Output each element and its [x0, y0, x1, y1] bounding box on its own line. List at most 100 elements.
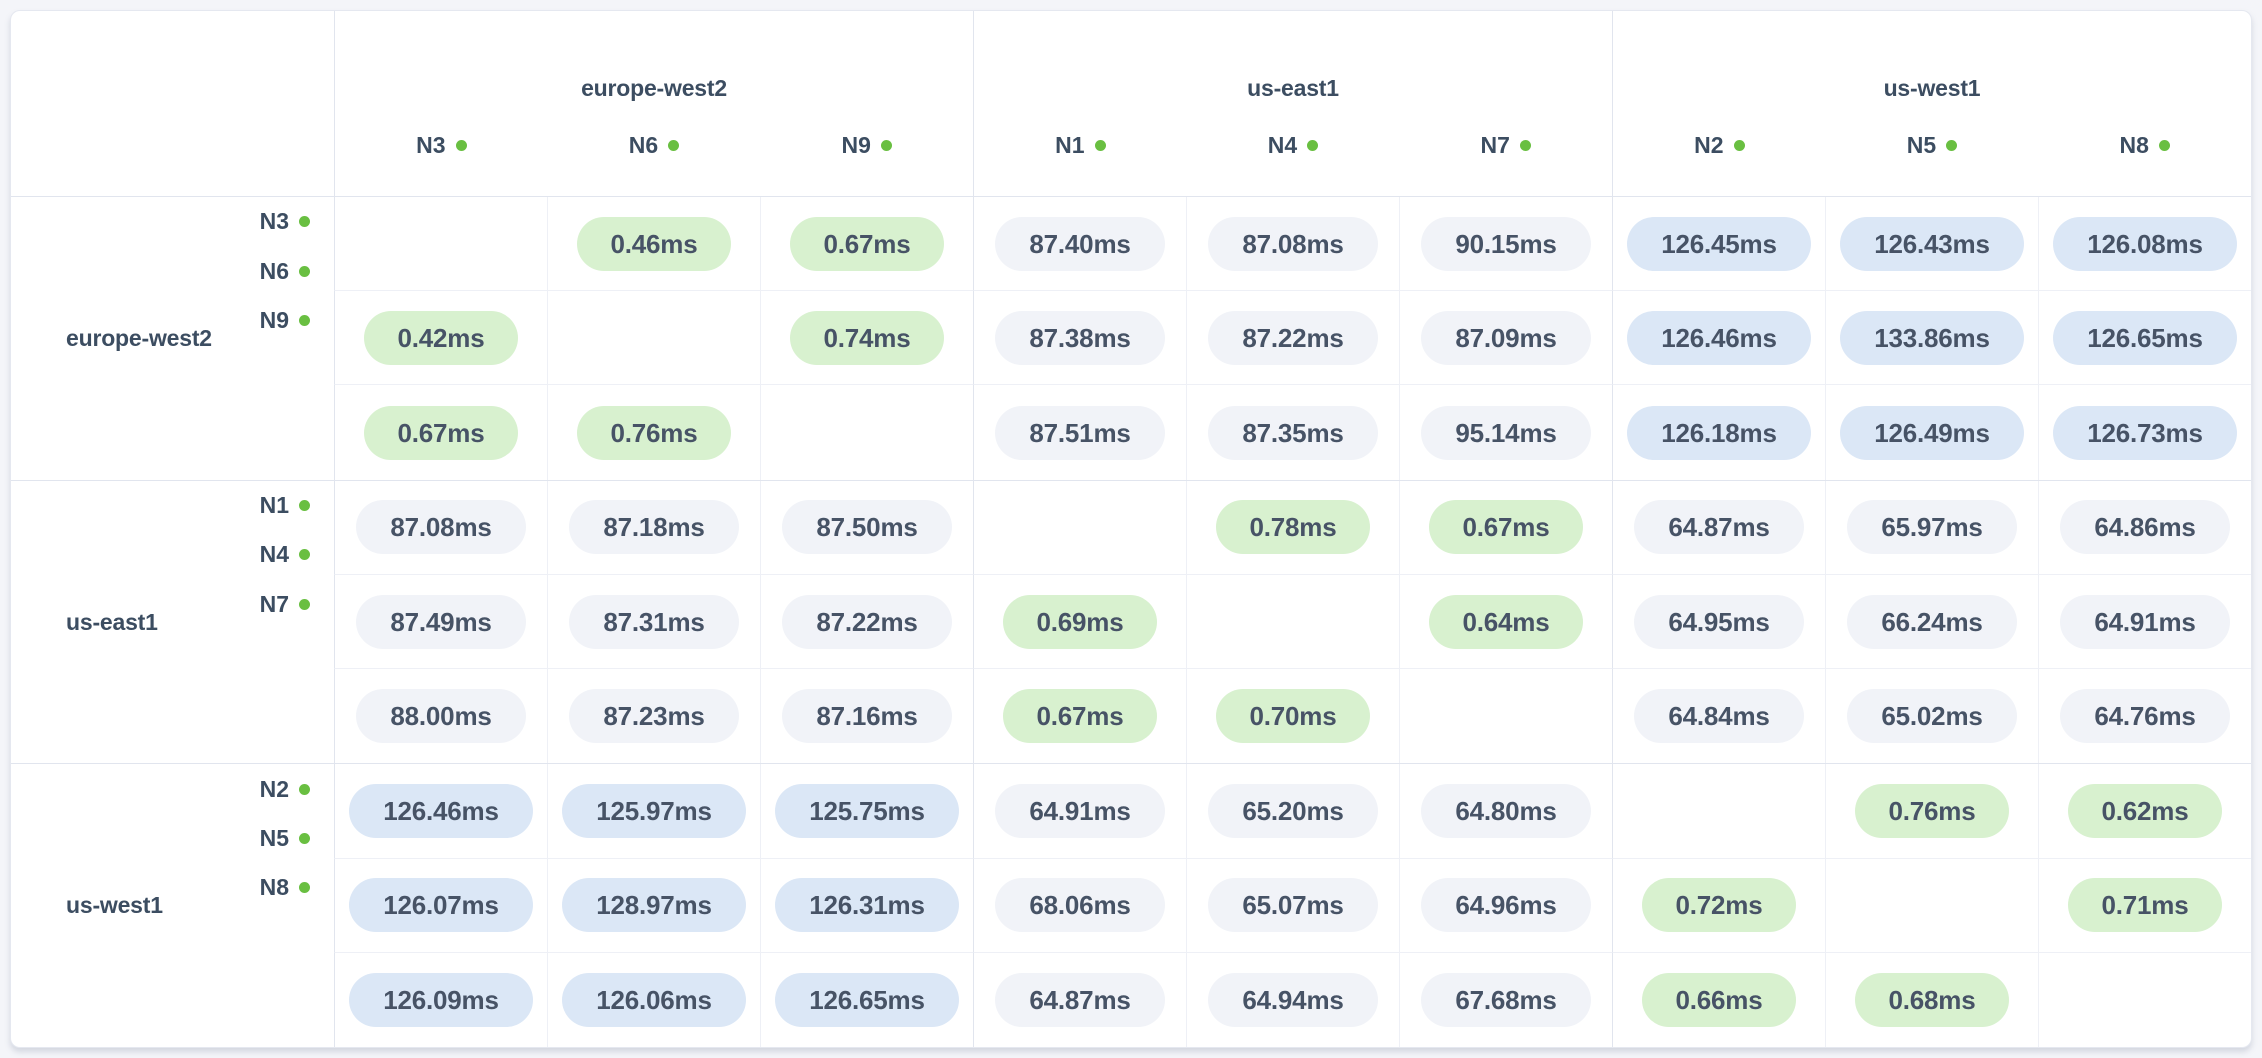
node-row-label-N4[interactable]: N4	[260, 530, 334, 579]
latency-pill[interactable]: 65.20ms	[1208, 783, 1378, 838]
latency-cell-N4-col3: 0.69ms	[973, 574, 1186, 670]
latency-pill[interactable]: 126.08ms	[2053, 216, 2237, 271]
node-row-labels: N3 N6 N9	[260, 197, 334, 345]
latency-pill[interactable]: 0.71ms	[2067, 878, 2223, 933]
latency-pill[interactable]: 87.38ms	[995, 310, 1165, 365]
latency-pill[interactable]: 64.80ms	[1421, 783, 1591, 838]
latency-pill[interactable]: 0.67ms	[1002, 689, 1158, 744]
node-column-header-N2[interactable]: N2	[1613, 122, 1826, 196]
node-row-label-N7[interactable]: N7	[260, 579, 334, 628]
node-row-label-N3[interactable]: N3	[260, 197, 334, 246]
latency-pill[interactable]: 125.97ms	[562, 783, 746, 838]
node-column-header-N4[interactable]: N4	[1187, 122, 1400, 196]
latency-pill[interactable]: 126.18ms	[1627, 405, 1811, 460]
latency-pill[interactable]: 126.31ms	[775, 878, 959, 933]
latency-pill[interactable]: 0.66ms	[1641, 972, 1797, 1027]
latency-pill[interactable]: 64.76ms	[2060, 689, 2230, 744]
latency-pill[interactable]: 64.96ms	[1421, 878, 1591, 933]
latency-pill[interactable]: 126.43ms	[1840, 216, 2024, 271]
node-row-label-N6[interactable]: N6	[260, 246, 334, 295]
latency-pill[interactable]: 95.14ms	[1421, 405, 1591, 460]
latency-pill[interactable]: 0.62ms	[2067, 783, 2223, 838]
node-row-label-N5[interactable]: N5	[260, 814, 334, 863]
latency-pill[interactable]: 0.78ms	[1215, 500, 1371, 555]
latency-pill[interactable]: 0.69ms	[1002, 594, 1158, 649]
node-column-header-N7[interactable]: N7	[1399, 122, 1612, 196]
latency-pill[interactable]: 0.72ms	[1641, 878, 1797, 933]
node-label: N4	[1268, 132, 1319, 159]
node-column-header-N8[interactable]: N8	[2038, 122, 2251, 196]
latency-pill[interactable]: 87.22ms	[1208, 310, 1378, 365]
latency-pill[interactable]: 126.65ms	[775, 972, 959, 1027]
latency-pill[interactable]: 88.00ms	[356, 689, 526, 744]
latency-pill[interactable]: 0.67ms	[789, 216, 945, 271]
latency-pill[interactable]: 126.09ms	[349, 972, 533, 1027]
latency-pill[interactable]: 0.68ms	[1854, 972, 2010, 1027]
latency-pill[interactable]: 126.73ms	[2053, 405, 2237, 460]
latency-pill[interactable]: 0.74ms	[789, 310, 945, 365]
node-column-header-N3[interactable]: N3	[335, 122, 548, 196]
latency-pill[interactable]: 0.76ms	[576, 405, 732, 460]
latency-pill[interactable]: 87.35ms	[1208, 405, 1378, 460]
latency-pill[interactable]: 126.07ms	[349, 878, 533, 933]
latency-pill[interactable]: 87.49ms	[356, 594, 526, 649]
latency-pill[interactable]: 66.24ms	[1847, 594, 2017, 649]
latency-pill[interactable]: 126.46ms	[349, 783, 533, 838]
latency-pill[interactable]: 87.40ms	[995, 216, 1165, 271]
latency-pill[interactable]: 133.86ms	[1840, 310, 2024, 365]
node-column-header-N5[interactable]: N5	[1826, 122, 2039, 196]
latency-pill[interactable]: 64.84ms	[1634, 689, 1804, 744]
latency-pill[interactable]: 87.09ms	[1421, 310, 1591, 365]
node-column-header-N9[interactable]: N9	[760, 122, 973, 196]
node-row-label-N9[interactable]: N9	[260, 296, 334, 345]
node-label-text: N7	[1480, 132, 1510, 158]
latency-pill[interactable]: 65.07ms	[1208, 878, 1378, 933]
node-label: N7	[260, 591, 310, 618]
latency-pill[interactable]: 0.67ms	[363, 405, 519, 460]
latency-pill[interactable]: 64.87ms	[995, 972, 1165, 1027]
latency-pill[interactable]: 68.06ms	[995, 878, 1165, 933]
latency-pill[interactable]: 0.67ms	[1428, 500, 1584, 555]
latency-cell-N2-col1: 125.97ms	[547, 764, 760, 859]
latency-pill[interactable]: 87.08ms	[356, 500, 526, 555]
latency-pill[interactable]: 64.95ms	[1634, 594, 1804, 649]
latency-pill[interactable]: 87.18ms	[569, 500, 739, 555]
latency-pill[interactable]: 126.49ms	[1840, 405, 2024, 460]
latency-pill[interactable]: 87.51ms	[995, 405, 1165, 460]
latency-pill[interactable]: 0.64ms	[1428, 594, 1584, 649]
latency-pill[interactable]: 0.76ms	[1854, 783, 2010, 838]
node-label: N8	[2119, 132, 2170, 159]
node-column-header-N1[interactable]: N1	[974, 122, 1187, 196]
latency-pill[interactable]: 87.31ms	[569, 594, 739, 649]
latency-pill[interactable]: 87.23ms	[569, 689, 739, 744]
latency-pill[interactable]: 67.68ms	[1421, 972, 1591, 1027]
latency-pill[interactable]: 65.02ms	[1847, 689, 2017, 744]
node-row-label-N2[interactable]: N2	[260, 764, 334, 813]
latency-pill[interactable]: 126.65ms	[2053, 310, 2237, 365]
latency-cell-N7-col7: 65.02ms	[1825, 669, 2038, 764]
latency-pill[interactable]: 0.42ms	[363, 310, 519, 365]
latency-pill[interactable]: 64.94ms	[1208, 972, 1378, 1027]
latency-pill[interactable]: 64.91ms	[995, 783, 1165, 838]
latency-pill[interactable]: 64.86ms	[2060, 500, 2230, 555]
node-column-header-N6[interactable]: N6	[548, 122, 761, 196]
latency-pill[interactable]: 87.16ms	[782, 689, 952, 744]
latency-pill[interactable]: 126.46ms	[1627, 310, 1811, 365]
latency-pill[interactable]: 65.97ms	[1847, 500, 2017, 555]
latency-pill[interactable]: 126.06ms	[562, 972, 746, 1027]
node-row-label-N1[interactable]: N1	[260, 481, 334, 530]
latency-pill[interactable]: 87.50ms	[782, 500, 952, 555]
latency-pill[interactable]: 0.46ms	[576, 216, 732, 271]
latency-pill[interactable]: 125.75ms	[775, 783, 959, 838]
latency-pill[interactable]: 64.87ms	[1634, 500, 1804, 555]
latency-pill[interactable]: 128.97ms	[562, 878, 746, 933]
latency-pill[interactable]: 87.08ms	[1208, 216, 1378, 271]
node-row-label-N8[interactable]: N8	[260, 863, 334, 912]
latency-pill[interactable]: 87.22ms	[782, 594, 952, 649]
latency-pill[interactable]: 64.91ms	[2060, 594, 2230, 649]
latency-cell-N3-col3: 87.40ms	[973, 197, 1186, 292]
latency-pill[interactable]: 90.15ms	[1421, 216, 1591, 271]
latency-cell-N7-col8: 64.76ms	[2038, 669, 2251, 764]
latency-pill[interactable]: 0.70ms	[1215, 689, 1371, 744]
latency-pill[interactable]: 126.45ms	[1627, 216, 1811, 271]
